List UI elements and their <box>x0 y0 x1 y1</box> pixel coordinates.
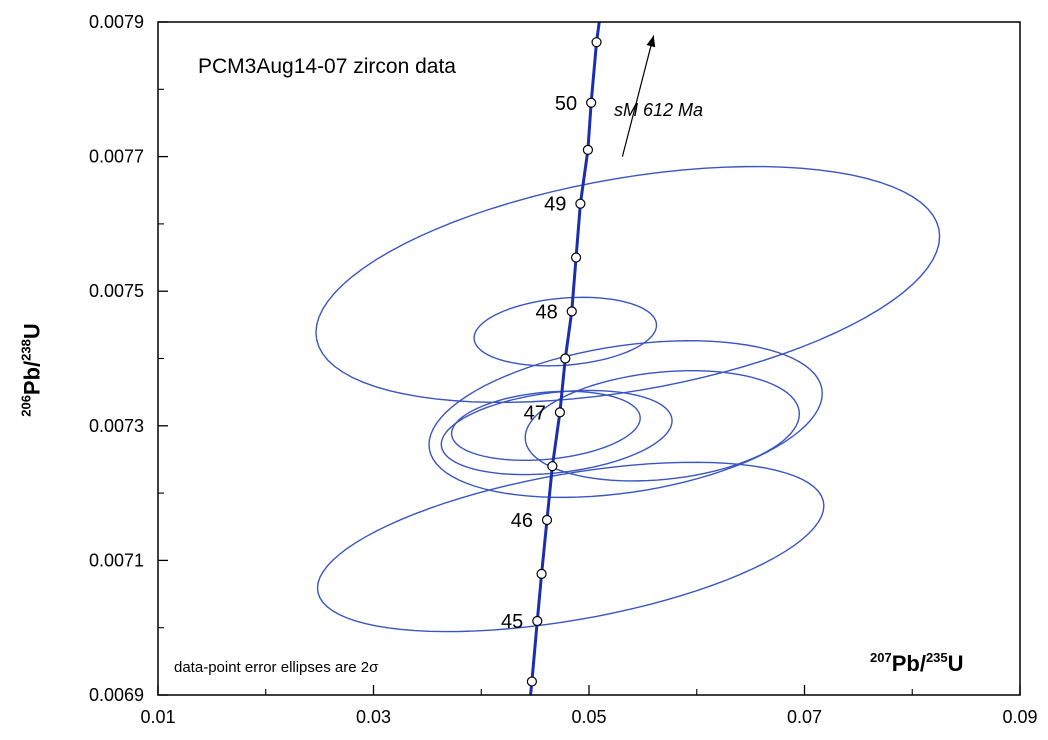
concordia-age-marker <box>570 252 582 263</box>
concordia-age-marker <box>591 37 602 48</box>
error-ellipse <box>524 369 801 482</box>
error-ellipse <box>440 389 673 476</box>
age-label: 49 <box>544 194 566 216</box>
concordia-curve <box>526 21 602 696</box>
y-tick-label: 0.0075 <box>89 281 144 301</box>
y-tick-label: 0.0069 <box>89 685 144 705</box>
annotation-arrow-head <box>646 35 656 48</box>
concordia-age-marker <box>560 353 571 364</box>
concordia-age-marker <box>586 97 597 108</box>
age-label: 45 <box>501 611 523 633</box>
concordia-age-marker <box>541 514 553 526</box>
concordia-age-marker <box>536 568 547 579</box>
concordia-age-marker <box>582 144 594 155</box>
x-axis-label: 207Pb/235U <box>870 650 964 676</box>
x-tick-label: 0.01 <box>140 707 175 727</box>
chart-title: PCM3Aug14-07 zircon data <box>198 55 456 78</box>
age-label: 47 <box>524 402 546 424</box>
ellipse-note: data-point error ellipses are 2σ <box>174 659 379 676</box>
chart-text: 45 46 47 48 49 50 0.01 0.03 0.05 0.07 0.09 0.0069 0.… <box>89 12 1038 727</box>
x-tick-label: 0.05 <box>571 707 606 727</box>
error-ellipse <box>450 390 641 462</box>
plot-frame <box>157 21 1021 696</box>
error-ellipse <box>316 461 825 633</box>
concordia-age-marker <box>532 615 543 627</box>
age-label: 46 <box>511 510 533 532</box>
x-tick-label: 0.09 <box>1002 707 1037 727</box>
error-ellipse <box>428 340 823 499</box>
age-label: 48 <box>536 301 558 323</box>
y-tick-label: 0.0079 <box>89 12 144 32</box>
y-tick-label: 0.0071 <box>89 550 144 570</box>
concordia-age-marker <box>575 198 586 209</box>
concordia-age-marker <box>566 306 577 317</box>
concordia-age-marker <box>526 676 537 687</box>
y-tick-label: 0.0077 <box>89 147 144 167</box>
annotation-arrow-shaft <box>621 35 655 157</box>
age-label: 50 <box>555 93 577 115</box>
concordia-age-marker <box>554 407 566 418</box>
x-tick-label: 0.07 <box>787 707 822 727</box>
x-tick-label: 0.03 <box>356 707 391 727</box>
error-ellipses <box>315 165 941 633</box>
annotation-label: sM 612 Ma <box>614 100 703 120</box>
y-axis-label: 206Pb/238U <box>18 323 45 417</box>
error-ellipse <box>315 165 941 404</box>
error-ellipse <box>473 296 658 367</box>
y-tick-label: 0.0073 <box>89 416 144 436</box>
concordia-age-marker <box>547 461 558 472</box>
